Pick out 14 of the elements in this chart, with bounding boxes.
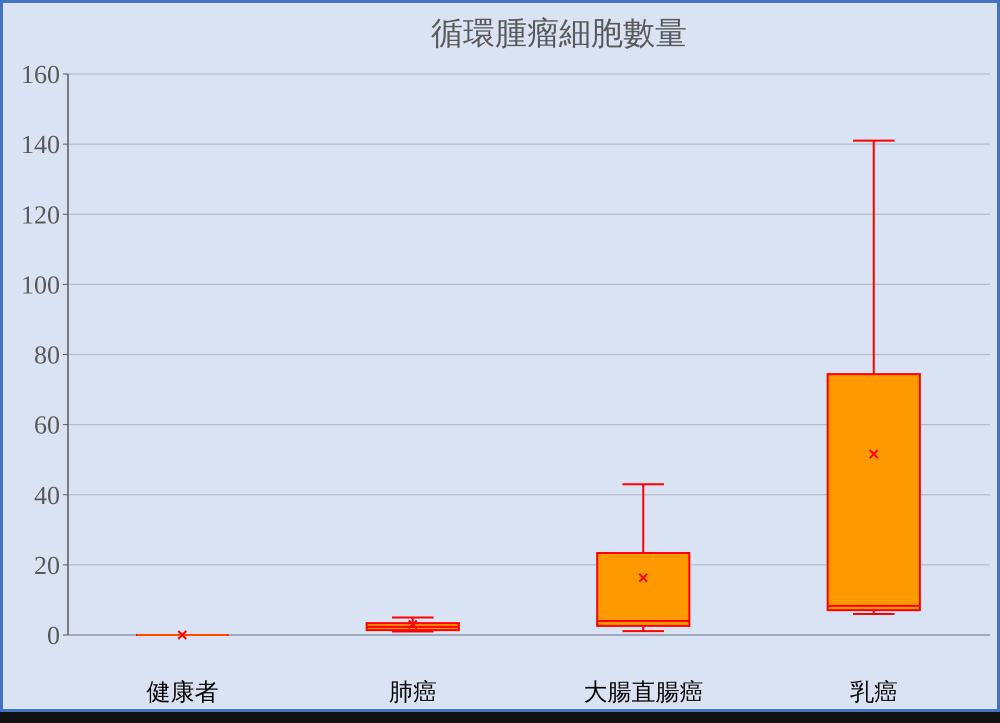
y-tick-label: 40 xyxy=(34,480,60,510)
x-tick-label: 乳癌 xyxy=(850,679,898,706)
y-tick-label: 20 xyxy=(34,550,60,580)
chart-title: 循環腫瘤細胞數量 xyxy=(431,15,687,51)
x-tick-label: 肺癌 xyxy=(388,679,437,706)
y-tick-label: 160 xyxy=(21,60,60,89)
x-tick-label: 健康者 xyxy=(146,679,218,706)
y-tick-label: 60 xyxy=(34,410,60,440)
y-tick-label: 100 xyxy=(21,270,60,300)
y-tick-label: 120 xyxy=(21,200,60,230)
y-tick-label: 80 xyxy=(34,340,60,370)
x-tick-label: 大腸直腸癌 xyxy=(583,679,704,706)
y-tick-label: 140 xyxy=(21,130,60,160)
y-tick-label: 0 xyxy=(47,621,60,650)
